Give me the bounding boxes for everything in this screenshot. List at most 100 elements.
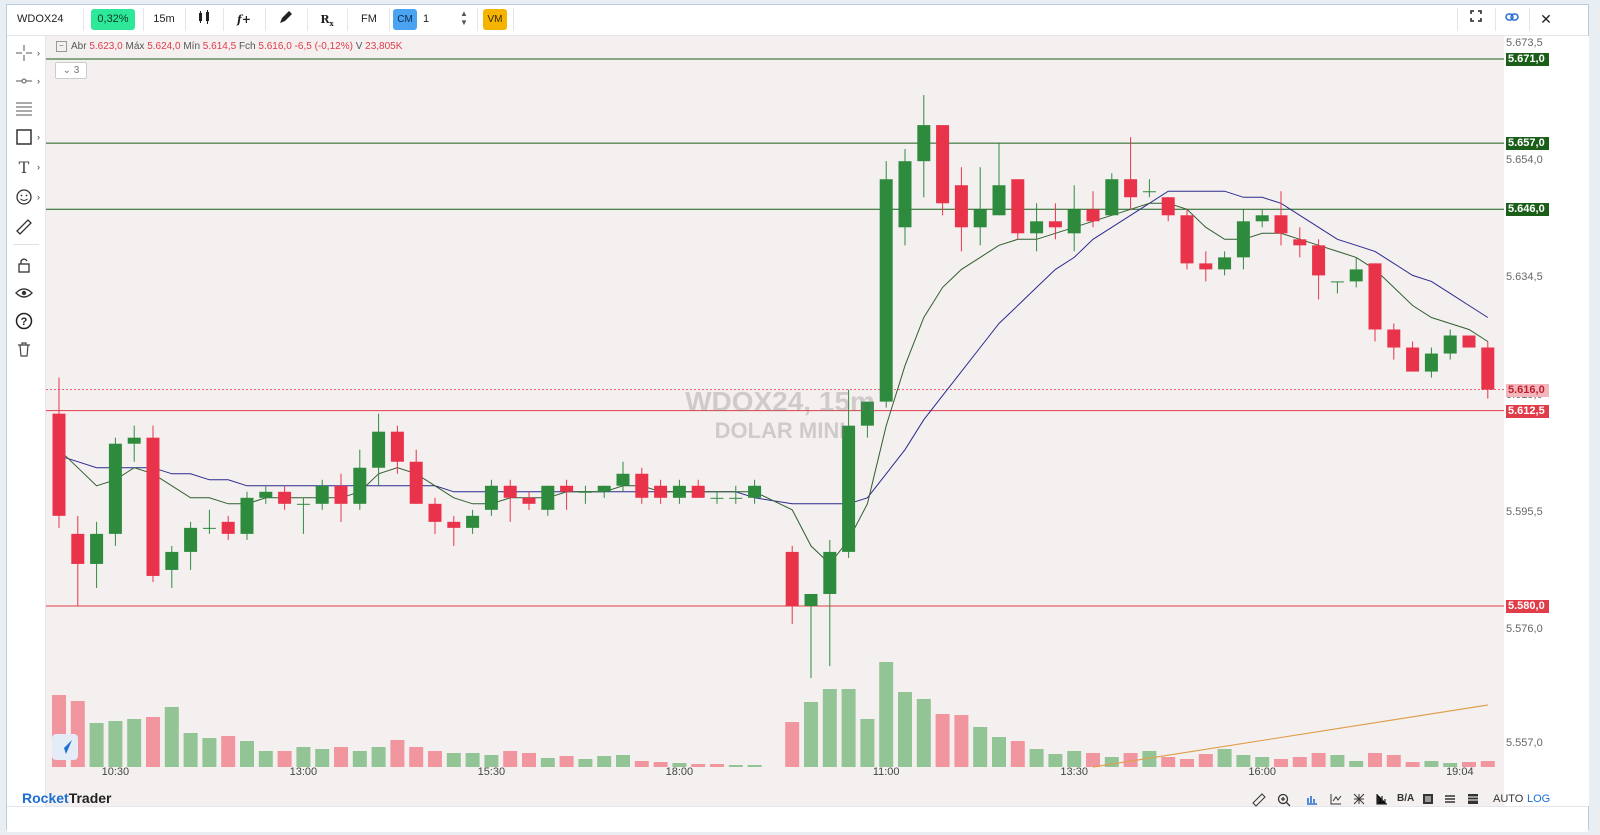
volume-bar (127, 719, 142, 767)
trash-icon[interactable] (11, 338, 37, 360)
candle-body (1048, 221, 1062, 228)
volume-bar (277, 751, 292, 767)
table-icon[interactable] (1467, 793, 1479, 808)
candle-body (447, 521, 461, 528)
vm-button[interactable]: VM (483, 9, 507, 30)
price-axis[interactable] (1504, 36, 1589, 806)
candle-body (729, 497, 743, 499)
volume-bar (916, 699, 931, 767)
crosshair-icon[interactable] (11, 42, 37, 64)
candle-body (954, 185, 968, 228)
link-icon[interactable] (1499, 9, 1525, 30)
chevron-right-icon[interactable]: › (37, 192, 40, 202)
text-tool-icon[interactable]: T (18, 157, 30, 177)
volume-bar (634, 761, 649, 767)
moving-average-slow (58, 190, 1489, 505)
candle-body (654, 485, 668, 498)
candle-body (503, 485, 517, 498)
candle-body (90, 533, 104, 564)
help-icon[interactable]: ? (11, 310, 37, 332)
chevron-right-icon[interactable]: › (37, 162, 40, 172)
volume-bar (221, 736, 236, 767)
candle-body (1161, 197, 1175, 216)
lock-icon[interactable] (11, 254, 37, 276)
grid-icon[interactable] (1353, 793, 1365, 808)
candle-body (1011, 179, 1025, 234)
candle-body (1443, 335, 1457, 354)
ohlc-legend: Abr 5.623,0 Máx 5.624,0 Mín 5.614,5 Fch … (71, 41, 402, 52)
volume-bar (1029, 749, 1044, 767)
list-icon[interactable] (1444, 793, 1456, 808)
eye-icon[interactable] (11, 282, 37, 304)
candle-body (240, 497, 254, 534)
fibonacci-icon[interactable] (11, 98, 37, 120)
chevron-right-icon[interactable]: › (37, 132, 40, 142)
price-axis-label: 5.557,0 (1506, 737, 1543, 750)
volume-bars-icon[interactable] (1306, 793, 1318, 808)
candle-body (860, 401, 874, 426)
volume-bar (1386, 755, 1401, 767)
price-axis-label: 5.654,0 (1506, 154, 1543, 167)
ruler-icon[interactable] (1252, 793, 1266, 810)
volume-bar (954, 715, 969, 767)
log-scale-button[interactable]: LOG (1527, 793, 1551, 805)
book-icon[interactable] (1422, 793, 1434, 808)
candle-body (1406, 347, 1420, 372)
candle-body (672, 485, 686, 498)
send-order-icon[interactable] (52, 734, 78, 760)
timeframe-button[interactable]: 15m (153, 13, 175, 25)
cm-button[interactable]: CM (393, 9, 417, 30)
bid-ask-button[interactable]: B/A (1397, 793, 1415, 804)
fm-button[interactable]: FM (361, 13, 377, 25)
zoom-icon[interactable] (1277, 793, 1291, 810)
moving-average-fast (58, 202, 1489, 565)
candle-body (1199, 263, 1213, 270)
candle-body (1236, 221, 1250, 258)
legend-collapse-icon[interactable]: − (56, 41, 67, 52)
chevron-right-icon[interactable]: › (37, 76, 40, 86)
auto-scale-button[interactable]: AUTO (1493, 793, 1524, 805)
candle-body (334, 485, 348, 504)
quantity-stepper[interactable]: ▲ ▼ (460, 9, 468, 27)
volume-bar (1292, 757, 1307, 767)
indicator-chart-icon[interactable] (1330, 793, 1342, 808)
rx-button[interactable]: Rx (320, 13, 334, 29)
open-value: 5.623,0 (89, 41, 123, 52)
quantity-input[interactable]: 1 (423, 13, 430, 25)
volume-bar (597, 756, 612, 767)
chevron-right-icon[interactable]: › (37, 48, 40, 58)
volume-bar (465, 753, 480, 767)
candle-body (710, 497, 724, 499)
candle-body (578, 491, 592, 493)
candle-body (1086, 209, 1100, 222)
symbol-selector[interactable]: WDOX24 (17, 13, 64, 25)
candlestick-icon[interactable] (191, 9, 217, 30)
price-level-tag: 5.580,0 (1506, 600, 1549, 613)
chart-area[interactable] (46, 36, 1504, 806)
volume-bar (390, 740, 405, 767)
ruler-icon[interactable] (11, 216, 37, 238)
fullscreen-icon[interactable] (1463, 9, 1489, 30)
indicator-count-toggle[interactable]: ⌄ 3 (55, 62, 87, 79)
candle-body (879, 179, 893, 402)
volume-bar (352, 751, 367, 767)
emoji-icon[interactable] (11, 186, 37, 208)
indicator-count: 3 (73, 65, 80, 76)
volume-bar (202, 738, 217, 767)
volume-bar (822, 689, 837, 767)
rectangle-icon[interactable] (11, 126, 37, 148)
candle-body (52, 413, 66, 516)
volume-bar (183, 733, 198, 767)
volume-bar (879, 662, 894, 767)
volume-bar (146, 717, 160, 767)
candle-body (466, 515, 480, 528)
candle-body (823, 551, 837, 594)
volume-bar (616, 755, 630, 767)
line-tool-icon[interactable] (11, 70, 37, 92)
candle-body (428, 503, 442, 522)
close-icon[interactable]: ✕ (1540, 11, 1552, 27)
depth-icon[interactable] (1376, 793, 1388, 808)
high-value: 5.624,0 (147, 41, 181, 52)
indicators-button[interactable]: f+ (237, 13, 251, 26)
pencil-icon[interactable] (271, 9, 301, 30)
